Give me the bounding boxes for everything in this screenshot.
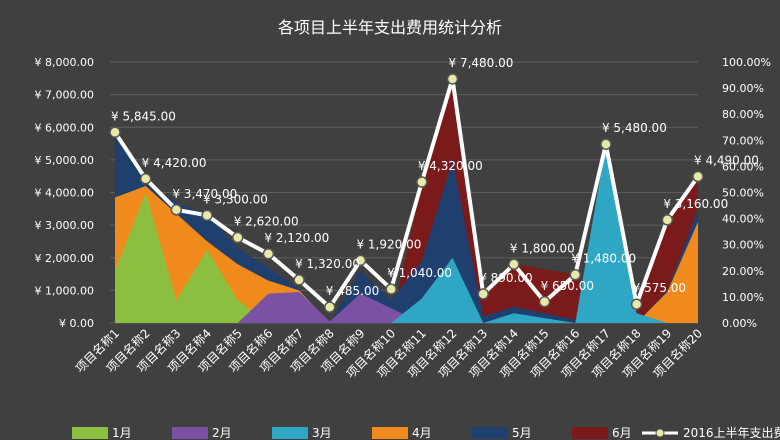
right-axis-tick-label: 70.00% xyxy=(722,134,764,147)
data-label: ¥ 1,040.00 xyxy=(387,266,452,280)
data-label: ¥ 1,320.00 xyxy=(295,257,360,271)
total-point xyxy=(416,176,428,188)
legend-label: 3月 xyxy=(312,426,332,440)
total-point xyxy=(109,126,121,139)
left-axis-ticks: ¥ 0.00 ¥ 1,000.00 ¥ 2,000.00 ¥ 3,000.00 ¥ 4,… xyxy=(35,56,94,330)
total-line-series xyxy=(109,73,704,313)
data-label: ¥ 650.00 xyxy=(541,279,594,293)
data-label: ¥ 4,490.00 xyxy=(694,154,759,168)
legend-label: 2月 xyxy=(212,426,232,440)
data-label: ¥ 3,160.00 xyxy=(663,197,728,211)
total-point xyxy=(262,248,275,260)
data-label: ¥ 1,800.00 xyxy=(510,241,575,255)
data-labels: ¥ 5,845.00 ¥ 4,420.00 ¥ 3,470.00¥ 3,300.00… xyxy=(111,56,759,298)
right-axis-tick-label: 90.00% xyxy=(722,82,764,95)
data-label: ¥ 5,845.00 xyxy=(111,109,176,123)
total-point xyxy=(324,301,336,313)
legend-swatch xyxy=(172,427,208,439)
total-line xyxy=(113,77,700,310)
total-point xyxy=(231,231,244,244)
left-axis-tick-label: ¥ 5,000.00 xyxy=(35,154,94,167)
category-axis-labels: 项目名称1项目名称2项目名称3项目名称4项目名称5项目名称6项目名称7项目名称8… xyxy=(72,326,705,381)
total-point xyxy=(661,214,674,226)
data-label: ¥ 575.00 xyxy=(633,281,686,295)
right-axis-tick-label: 40.00% xyxy=(722,213,764,226)
legend-swatch-marker xyxy=(655,428,665,438)
data-label: ¥ 2,620.00 xyxy=(234,215,299,229)
legend-swatch xyxy=(472,427,508,439)
data-label: ¥ 485.00 xyxy=(326,284,379,298)
right-axis-tick-label: 10.00% xyxy=(722,291,764,304)
legend-label: 2016上半年支出费用合计 xyxy=(683,425,780,440)
data-label: ¥ 5,480.00 xyxy=(602,121,667,135)
right-axis-tick-label: 80.00% xyxy=(722,108,764,121)
left-axis-tick-label: ¥ 7,000.00 xyxy=(35,89,94,102)
legend-swatch xyxy=(572,427,608,439)
data-label: ¥ 1,920.00 xyxy=(356,237,421,251)
right-axis-tick-label: 20.00% xyxy=(722,265,764,278)
total-point xyxy=(446,73,459,85)
total-point xyxy=(139,173,152,185)
left-axis-tick-label: ¥ 3,000.00 xyxy=(35,219,94,232)
left-axis-tick-label: ¥ 8,000.00 xyxy=(35,56,94,69)
total-point xyxy=(692,170,704,183)
right-axis-tick-label: 30.00% xyxy=(722,239,764,252)
right-axis-tick-label: 100.00% xyxy=(722,56,771,69)
data-label: ¥ 1,480.00 xyxy=(571,252,636,266)
data-label: ¥ 4,320.00 xyxy=(418,159,483,173)
right-axis-ticks: 0.00% 10.00% 20.00% 30.00% 40.00% 50.00% 60.00… xyxy=(722,56,771,330)
left-axis-tick-label: ¥ 4,000.00 xyxy=(35,187,94,200)
legend-swatch xyxy=(272,427,308,439)
data-label: ¥ 7,480.00 xyxy=(449,56,514,70)
area-5 xyxy=(115,132,698,323)
total-point xyxy=(170,204,183,216)
total-point xyxy=(477,288,489,300)
total-point xyxy=(508,258,520,271)
total-point xyxy=(600,138,612,150)
left-axis-tick-label: ¥ 2,000.00 xyxy=(35,252,94,265)
total-point xyxy=(630,298,643,310)
total-point xyxy=(293,274,305,286)
legend-label: 4月 xyxy=(412,426,432,440)
data-label: ¥ 3,300.00 xyxy=(203,192,268,206)
right-axis-tick-label: 0.00% xyxy=(722,317,757,330)
area-1 xyxy=(115,192,698,323)
total-point xyxy=(569,268,582,281)
area-2 xyxy=(115,292,698,323)
legend-label: 6月 xyxy=(612,426,632,440)
data-label: ¥ 2,120.00 xyxy=(264,231,329,245)
legend-swatch xyxy=(372,427,408,439)
left-axis-tick-label: ¥ 6,000.00 xyxy=(35,121,94,134)
legend-label: 5月 xyxy=(512,426,532,440)
legend: 1月 2月 3月 4月 5月 6月 2016上半年支出费用合计 xyxy=(72,425,780,440)
right-axis-tick-label: 60.00% xyxy=(722,160,764,173)
right-axis-tick-label: 50.00% xyxy=(722,187,764,200)
data-label: ¥ 3,470.00 xyxy=(172,187,237,201)
legend-label: 1月 xyxy=(112,426,132,440)
left-axis-tick-label: ¥ 0.00 xyxy=(59,317,94,330)
total-point xyxy=(385,283,397,295)
chart-title: 各项目上半年支出费用统计分析 xyxy=(278,18,502,37)
area-4 xyxy=(115,186,698,323)
data-label: ¥ 890.00 xyxy=(479,271,532,285)
left-axis-tick-label: ¥ 1,000.00 xyxy=(35,284,94,297)
total-point xyxy=(201,209,213,222)
total-point xyxy=(538,296,551,308)
data-label: ¥ 4,420.00 xyxy=(142,156,207,170)
legend-swatch xyxy=(72,427,108,439)
total-point xyxy=(354,254,367,267)
